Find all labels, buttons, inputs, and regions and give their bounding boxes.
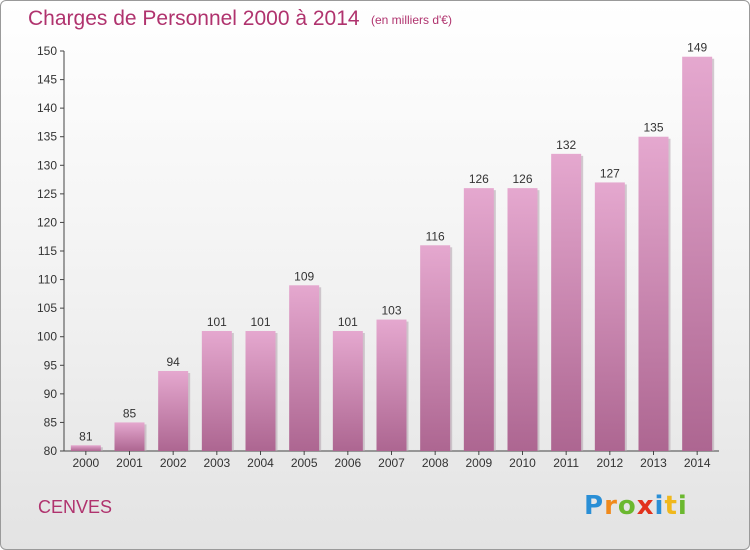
proxiti-logo: Proxiti — [584, 491, 688, 521]
logo-letter: x — [636, 491, 655, 521]
y-tick-label: 115 — [38, 244, 57, 258]
y-tick-label: 90 — [44, 387, 58, 401]
bar-value-label: 126 — [512, 172, 532, 186]
x-tick-label: 2010 — [509, 456, 536, 470]
y-tick-label: 105 — [37, 301, 57, 315]
bar — [507, 188, 538, 451]
bar — [420, 245, 451, 451]
x-tick-label: 2008 — [422, 456, 449, 470]
y-tick-label: 85 — [44, 415, 58, 429]
y-tick-label: 110 — [38, 273, 57, 287]
bar — [114, 422, 145, 451]
bar-value-label: 101 — [338, 315, 358, 329]
bar-value-label: 135 — [643, 121, 663, 135]
x-tick-label: 2007 — [378, 456, 405, 470]
logo-letter: t — [664, 491, 678, 521]
x-tick-label: 2006 — [334, 456, 361, 470]
x-tick-label: 2004 — [247, 456, 274, 470]
x-tick-label: 2013 — [640, 456, 667, 470]
x-tick-label: 2014 — [684, 456, 711, 470]
y-tick-label: 100 — [37, 330, 57, 344]
bar-value-label: 132 — [556, 138, 576, 152]
y-tick-label: 80 — [44, 444, 58, 458]
x-tick-label: 2002 — [160, 456, 187, 470]
bar — [70, 445, 101, 451]
bar — [551, 153, 582, 451]
commune-name: CENVES — [38, 497, 113, 517]
chart-title: Charges de Personnel 2000 à 2014 — [28, 7, 360, 30]
logo-letter: P — [584, 491, 605, 521]
bar — [682, 56, 713, 451]
bar — [376, 319, 407, 451]
y-tick-label: 130 — [37, 158, 57, 172]
y-tick-label: 120 — [37, 215, 57, 229]
bar — [201, 331, 232, 451]
bar — [332, 331, 363, 451]
x-tick-label: 2003 — [203, 456, 230, 470]
bar — [594, 182, 625, 451]
bar-value-label: 127 — [600, 166, 620, 180]
bar-value-label: 85 — [123, 406, 137, 420]
x-tick-label: 2000 — [72, 456, 99, 470]
bar-value-label: 116 — [426, 229, 445, 243]
y-tick-label: 150 — [37, 44, 57, 58]
x-tick-label: 2011 — [553, 456, 579, 470]
x-tick-label: 2009 — [465, 456, 492, 470]
bar-value-label: 101 — [250, 315, 270, 329]
x-tick-label: 2005 — [291, 456, 318, 470]
bar — [638, 136, 669, 451]
bar-value-label: 109 — [294, 269, 314, 283]
bar-value-label: 101 — [207, 315, 227, 329]
bar — [463, 188, 494, 451]
y-tick-label: 125 — [37, 187, 57, 201]
bar-value-label: 149 — [687, 41, 707, 55]
bar-value-label: 81 — [79, 429, 93, 443]
logo-letter: r — [604, 491, 618, 521]
bar — [245, 331, 276, 451]
chart-subtitle: (en milliers d'€) — [371, 13, 452, 27]
y-tick-label: 95 — [44, 358, 58, 372]
x-tick-label: 2012 — [596, 456, 623, 470]
bar — [289, 285, 320, 451]
logo-letter: i — [677, 491, 688, 521]
bar-value-label: 94 — [166, 355, 180, 369]
bar-value-label: 126 — [469, 172, 489, 186]
x-tick-label: 2001 — [116, 456, 143, 470]
y-tick-label: 145 — [37, 73, 57, 87]
bar-value-label: 103 — [381, 304, 401, 318]
logo-letter: o — [617, 491, 637, 521]
y-tick-label: 140 — [37, 101, 57, 115]
bar — [158, 371, 189, 451]
logo-letter: i — [654, 491, 665, 521]
y-tick-label: 135 — [37, 130, 57, 144]
